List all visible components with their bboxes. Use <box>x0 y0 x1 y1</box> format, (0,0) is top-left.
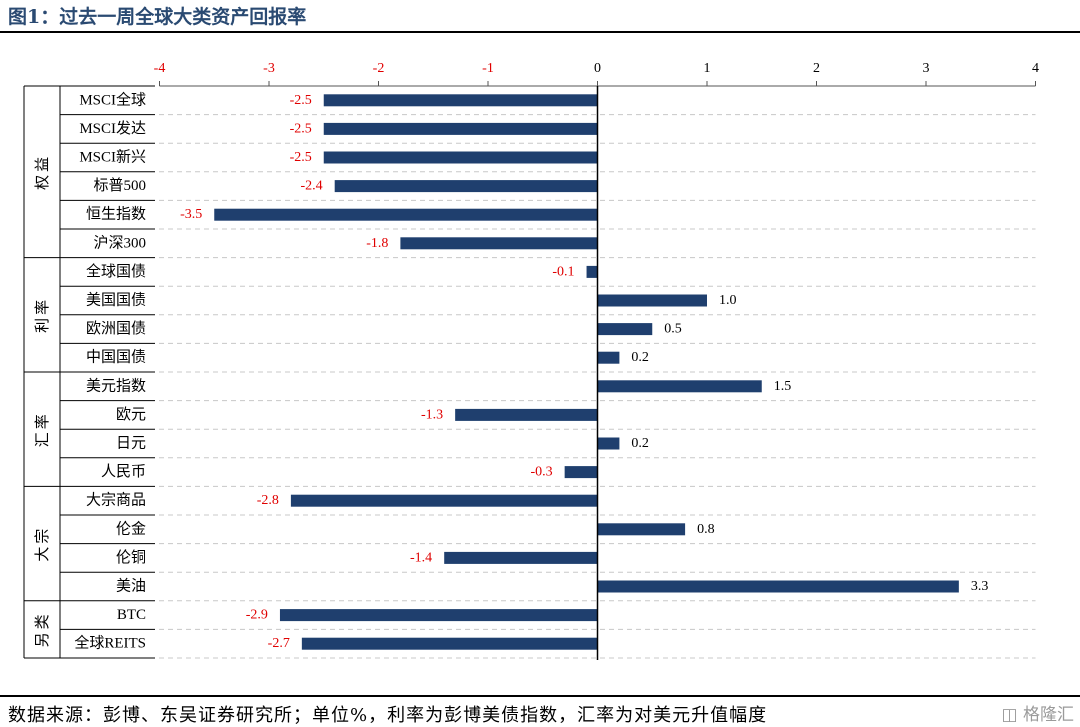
source-note: 数据来源：彭博、东吴证券研究所；单位%，利率为彭博美债指数，汇率为对美元升值幅度 <box>8 705 768 726</box>
watermark: ◫ 格隆汇 <box>1002 700 1074 725</box>
category-label: 日元 <box>116 436 146 452</box>
category-label: 沪深300 <box>93 234 146 251</box>
x-tick-label: 4 <box>1032 61 1039 76</box>
data-label: -1.4 <box>410 550 432 565</box>
category-label: 全球REITS <box>74 634 146 652</box>
category-label: MSCI全球 <box>79 90 146 108</box>
data-label: -2.9 <box>246 608 268 623</box>
category-label: 大宗商品 <box>86 491 146 509</box>
category-label: 中国国债 <box>86 349 146 366</box>
x-tick-label: -2 <box>373 61 385 76</box>
bar <box>214 208 598 221</box>
category-label: 美元指数 <box>86 377 146 394</box>
category-label: BTC <box>117 607 146 623</box>
watermark-icon: ◫ <box>1001 705 1018 725</box>
x-tick-label: -4 <box>154 61 166 76</box>
x-tick-label: -1 <box>482 61 494 76</box>
bar <box>564 466 598 479</box>
bar <box>586 265 598 278</box>
category-label: 欧洲国债 <box>86 320 146 337</box>
chart-title: 图1：过去一周全球大类资产回报率 <box>8 6 307 28</box>
category-label: 美油 <box>116 578 146 595</box>
group-label: 另类 <box>33 611 51 647</box>
bar <box>597 294 707 307</box>
x-tick-label: 2 <box>813 61 820 76</box>
x-tick-label: 1 <box>704 61 711 76</box>
data-label: -3.5 <box>180 207 202 222</box>
category-label: 标普500 <box>93 177 146 194</box>
bar <box>323 151 598 164</box>
data-label: -2.7 <box>268 636 290 651</box>
x-tick-label: 3 <box>923 61 930 76</box>
data-label: -1.3 <box>421 407 443 422</box>
bottom-rule <box>0 695 1080 697</box>
x-tick-label: 0 <box>594 61 601 76</box>
data-label: -2.5 <box>290 93 312 108</box>
category-label: 人民币 <box>101 463 146 480</box>
data-label: 1.0 <box>719 293 737 308</box>
bar <box>400 237 598 250</box>
data-label: -2.5 <box>290 150 312 165</box>
data-label: -0.1 <box>552 264 574 279</box>
bar <box>597 580 959 593</box>
bar <box>279 609 598 622</box>
data-label: -2.4 <box>301 179 323 194</box>
category-label: MSCI新兴 <box>79 149 146 166</box>
bar <box>597 523 686 536</box>
category-label: MSCI发达 <box>79 120 146 137</box>
bar <box>597 380 762 393</box>
category-label: 恒生指数 <box>86 206 146 223</box>
bar <box>444 551 598 564</box>
category-label: 全球国债 <box>86 262 146 280</box>
data-label: -0.3 <box>530 465 552 480</box>
category-label: 伦铜 <box>116 549 146 566</box>
group-label: 大宗 <box>33 526 51 562</box>
category-label: 欧元 <box>116 406 146 423</box>
watermark-text: 格隆汇 <box>1023 705 1074 725</box>
bar <box>597 351 620 364</box>
bar <box>290 494 598 507</box>
bar <box>597 437 620 450</box>
data-label: 0.8 <box>697 522 715 537</box>
bar <box>334 180 598 193</box>
data-label: -2.5 <box>290 121 312 136</box>
bar <box>455 408 598 421</box>
data-label: -2.8 <box>257 493 279 508</box>
bar <box>301 637 598 650</box>
data-label: 0.5 <box>664 322 682 337</box>
bar <box>323 94 598 107</box>
category-label: 美国国债 <box>86 292 146 309</box>
x-tick-label: -3 <box>263 61 275 76</box>
data-label: -1.8 <box>366 236 388 251</box>
top-rule <box>0 31 1080 33</box>
bar <box>323 122 598 135</box>
group-label: 权益 <box>33 154 51 190</box>
bar <box>597 323 653 336</box>
category-label: 伦金 <box>116 520 146 537</box>
data-label: 1.5 <box>774 379 792 394</box>
group-label: 利率 <box>33 297 51 333</box>
data-label: 0.2 <box>631 436 649 451</box>
group-label: 汇率 <box>33 411 51 447</box>
data-label: 3.3 <box>971 579 989 594</box>
data-label: 0.2 <box>631 350 649 365</box>
